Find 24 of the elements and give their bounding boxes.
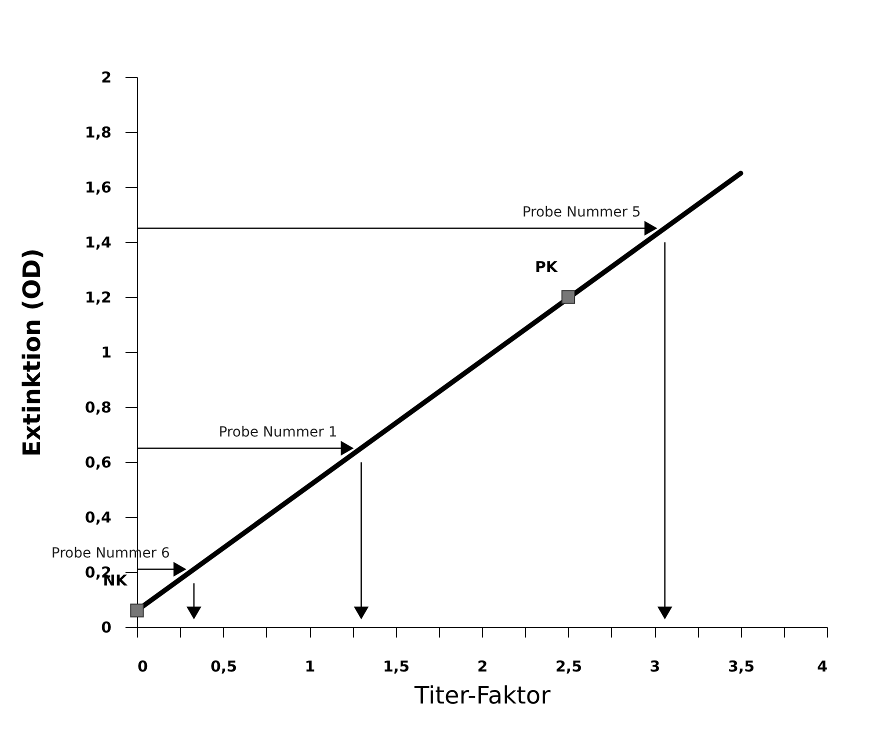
x-tick-label: 0 <box>138 658 148 676</box>
x-tick-label: 2,5 <box>555 658 582 676</box>
x-tick-label: 3,5 <box>728 658 755 676</box>
x-tick-label: 3 <box>650 658 660 676</box>
x-tick-label: 1,5 <box>382 658 410 676</box>
y-tick-label: 0 <box>101 618 112 636</box>
x-tick-label: 4 <box>817 658 828 676</box>
annotation: Probe Nummer 5 <box>522 204 641 220</box>
x-tick-label: 1 <box>304 658 316 676</box>
y-tick-label: 1,4 <box>84 234 112 252</box>
y-tick-label: 1 <box>101 344 112 362</box>
y-tick-label: 1,8 <box>84 124 112 142</box>
annotation: PK <box>534 258 559 276</box>
x-tick-label: 0,5 <box>210 658 238 676</box>
y-tick-label: 0,6 <box>84 454 112 472</box>
y-tick-label: 0,4 <box>84 508 112 526</box>
x-axis-title: Titer-Faktor <box>414 682 551 710</box>
x-tick-label: 2 <box>477 658 488 676</box>
y-axis-title: Extinktion (OD) <box>18 248 46 457</box>
y-tick-label: 1,6 <box>84 178 112 196</box>
y-tick-label: 1,2 <box>84 288 112 306</box>
y-tick-label: 2 <box>101 68 112 86</box>
annotation: Probe Nummer 1 <box>218 424 338 440</box>
y-tick-label: 0,8 <box>84 398 112 416</box>
